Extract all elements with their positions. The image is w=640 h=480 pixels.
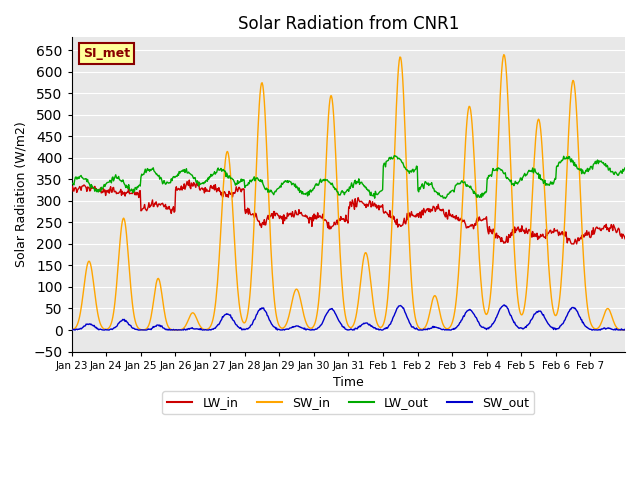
Legend: LW_in, SW_in, LW_out, SW_out: LW_in, SW_in, LW_out, SW_out xyxy=(163,391,534,414)
Title: Solar Radiation from CNR1: Solar Radiation from CNR1 xyxy=(237,15,459,33)
X-axis label: Time: Time xyxy=(333,376,364,389)
Text: SI_met: SI_met xyxy=(83,47,130,60)
Y-axis label: Solar Radiation (W/m2): Solar Radiation (W/m2) xyxy=(15,121,28,267)
